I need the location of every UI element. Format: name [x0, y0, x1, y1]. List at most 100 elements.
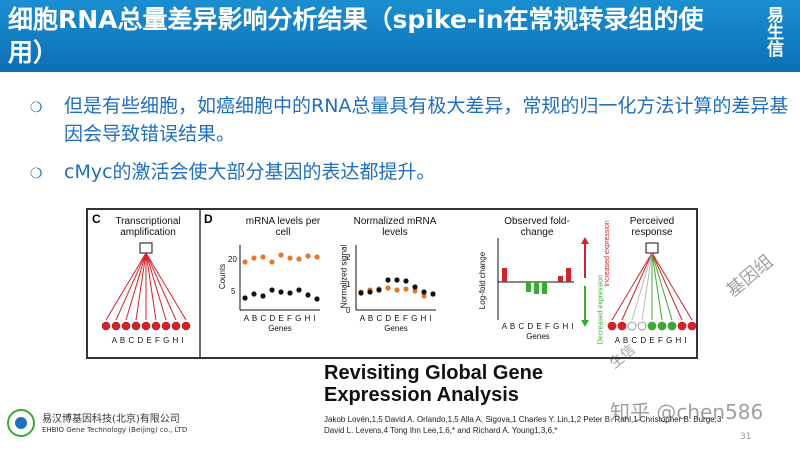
mrna-dot-black	[251, 291, 257, 297]
paper-title-line: Revisiting Global Gene	[324, 362, 543, 384]
bullet-ring-icon: ❍	[30, 100, 43, 116]
norm-dot-black	[358, 290, 364, 296]
perceived-arrow	[641, 252, 653, 321]
mrna-genes-ticks: A B C D E F G H I	[243, 314, 317, 323]
page-number: 31	[740, 432, 752, 442]
norm-tick: 1	[346, 280, 351, 289]
gene-circle	[141, 321, 151, 331]
norm-dot-orange	[421, 293, 427, 299]
fan-arrow	[135, 252, 147, 321]
fold-genes-ticks: A B C D E F G H I	[501, 322, 575, 331]
mrna-genes-label: Genes	[268, 324, 292, 333]
mrna-dot-orange	[287, 255, 293, 261]
perceived-circle	[677, 321, 687, 331]
gene-circle	[101, 321, 111, 331]
gene-circles-p	[607, 321, 696, 331]
fold-bar-down	[534, 282, 539, 294]
mrna-dot-orange	[296, 256, 302, 262]
fold-genes-label: Genes	[526, 332, 550, 341]
mrna-dot-black	[269, 287, 275, 293]
fan-arrow	[145, 252, 157, 321]
gene-circle	[151, 321, 161, 331]
paper-title-line: Expression Analysis	[324, 384, 519, 406]
fold-bar-up	[558, 276, 563, 282]
panel-c-title: Transcriptional amplification	[115, 216, 181, 238]
norm-dot-black	[376, 287, 382, 293]
norm-dot-black	[367, 289, 373, 295]
mrna-dot-black	[278, 289, 284, 295]
norm-dot-black	[385, 277, 391, 283]
mrna-dot-orange	[314, 254, 320, 260]
decrease-arrowhead-icon	[581, 320, 589, 327]
gene-circle	[131, 321, 141, 331]
perceived-arrow	[621, 252, 653, 321]
perceived-arrow	[651, 252, 693, 321]
perceived-circle	[627, 321, 637, 331]
fold-bar-down	[526, 282, 531, 292]
title-bar: 细胞RNA总量差异影响分析结果（spike-in在常规转录组的使用） 易生信	[0, 0, 800, 72]
bullet-ring-icon: ❍	[30, 166, 43, 182]
norm-dot-black	[430, 291, 436, 297]
slide-title: 细胞RNA总量差异影响分析结果（spike-in在常规转录组的使用）	[8, 5, 704, 67]
c-genes-ticks: A B C D E F G H I	[111, 336, 185, 345]
fan-arrow	[145, 252, 177, 321]
norm-dot-black	[412, 284, 418, 290]
gene-circles-c	[101, 321, 191, 331]
fold-ylabel: Log-fold change	[478, 251, 488, 310]
gene-box-icon	[645, 242, 659, 254]
norm-dot-black	[403, 278, 409, 284]
mrna-dot-orange	[242, 259, 248, 265]
perceived-circle	[607, 321, 617, 331]
bullet-item: ❍ cMyc的激活会使大部分基因的表达都提升。	[30, 158, 790, 186]
figure-graphics	[101, 210, 696, 357]
bullet-text: 但是有些细胞，如癌细胞中的RNA总量具有极大差异，常规的归一化方法计算的差异基因…	[64, 95, 789, 145]
norm-dot-black	[421, 289, 427, 295]
norm-dot-orange	[403, 286, 409, 292]
mrna-dot-orange	[251, 255, 257, 261]
mrna-dot-black	[260, 293, 266, 299]
figure-panel: C Transcriptional amplification D mRNA l…	[86, 208, 698, 359]
authors-line: David L. Levens,4 Tong Ihn Lee,1,6,* and…	[324, 426, 558, 435]
mrna-dot-orange	[269, 259, 275, 265]
mrna-dots	[242, 252, 320, 302]
panel-d-label: D	[204, 212, 213, 226]
panel-c-label: C	[92, 212, 101, 226]
gene-circle	[121, 321, 131, 331]
perceived-circle	[657, 321, 667, 331]
fan-arrow	[115, 252, 147, 321]
company-logo-icon	[7, 409, 35, 437]
amplification-arrows	[105, 252, 187, 321]
bullet-list: ❍ 但是有些细胞，如癌细胞中的RNA总量具有极大差异，常规的归一化方法计算的差异…	[30, 92, 790, 196]
fold-bar-up	[502, 268, 507, 282]
norm-genes-ticks: A B C D E F G H I	[359, 314, 433, 323]
mrna-dot-orange	[305, 253, 311, 259]
mrna-dot-black	[305, 292, 311, 298]
paper-authors: Jakob Lovén,1,5 David A. Orlando,1,5 All…	[324, 414, 764, 436]
bullet-text: cMyc的激活会使大部分基因的表达都提升。	[64, 161, 436, 183]
fold-bar-down	[542, 282, 547, 294]
increase-arrowhead-icon	[581, 237, 589, 244]
perceived-genes-ticks: A B C D E F G H I	[614, 336, 688, 345]
perceived-arrows	[611, 252, 693, 321]
mrna-dot-black	[287, 290, 293, 296]
fan-arrow	[125, 252, 147, 321]
company-name-cn: 易汉博基因科技(北京)有限公司	[42, 414, 180, 425]
perceived-arrow	[651, 252, 673, 321]
mrna-tick: 5	[231, 287, 236, 296]
zhihu-watermark: 知乎 @chen586	[610, 400, 764, 424]
mrna-ylabel: Counts	[218, 263, 228, 290]
norm-dots	[358, 277, 436, 299]
gene-circle	[111, 321, 121, 331]
norm-title: Normalized mRNA levels	[353, 216, 437, 238]
norm-dot-orange	[394, 287, 400, 293]
perceived-title: Perceived response	[629, 216, 675, 238]
logo-text: 易生信	[763, 6, 783, 57]
bullet-item: ❍ 但是有些细胞，如癌细胞中的RNA总量具有极大差异，常规的归一化方法计算的差异…	[30, 92, 790, 148]
diagonal-watermark: 基因组	[722, 250, 778, 302]
norm-dot-orange	[385, 285, 391, 291]
perceived-circle	[637, 321, 647, 331]
norm-dot-orange	[412, 288, 418, 294]
perceived-arrow	[631, 252, 653, 321]
fan-arrow	[145, 252, 167, 321]
mrna-dot-black	[242, 295, 248, 301]
